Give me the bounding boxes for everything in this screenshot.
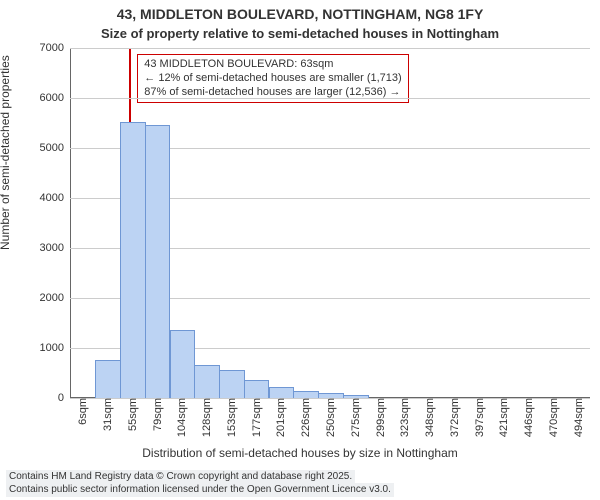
chart-title-line2: Size of property relative to semi-detach… xyxy=(0,26,600,41)
histogram-bar xyxy=(269,387,295,398)
y-tick-label: 7000 xyxy=(40,42,70,54)
x-tick-label: 6sqm xyxy=(75,398,89,425)
histogram-bar xyxy=(194,365,220,399)
x-tick-label: 226sqm xyxy=(298,398,312,437)
x-tick-label: 397sqm xyxy=(472,398,486,437)
x-tick-label: 104sqm xyxy=(174,398,188,437)
x-tick-label: 470sqm xyxy=(546,398,560,437)
x-tick-label: 299sqm xyxy=(373,398,387,437)
y-tick-label: 4000 xyxy=(40,192,70,204)
x-tick-label: 421sqm xyxy=(496,398,510,437)
x-tick-label: 31sqm xyxy=(100,398,114,431)
histogram-bar xyxy=(145,125,171,399)
x-tick-label: 494sqm xyxy=(571,398,585,437)
gridline xyxy=(70,48,590,49)
footer-line1: Contains HM Land Registry data © Crown c… xyxy=(6,470,355,484)
y-tick-label: 2000 xyxy=(40,292,70,304)
x-tick-label: 55sqm xyxy=(125,398,139,431)
x-tick-label: 348sqm xyxy=(422,398,436,437)
y-tick-label: 5000 xyxy=(40,142,70,154)
x-tick-label: 372sqm xyxy=(447,398,461,437)
y-tick-label: 6000 xyxy=(40,92,70,104)
chart-title-line1: 43, MIDDLETON BOULEVARD, NOTTINGHAM, NG8… xyxy=(0,6,600,22)
y-tick-label: 0 xyxy=(58,392,70,404)
x-tick-label: 323sqm xyxy=(397,398,411,437)
x-tick-label: 250sqm xyxy=(323,398,337,437)
x-tick-label: 153sqm xyxy=(224,398,238,437)
y-axis-label: Number of semi-detached properties xyxy=(0,55,12,250)
x-tick-label: 275sqm xyxy=(348,398,362,437)
x-tick-label: 79sqm xyxy=(150,398,164,431)
histogram-bar xyxy=(95,360,121,399)
annotation-line2: ← 12% of semi-detached houses are smalle… xyxy=(144,72,401,86)
gridline xyxy=(70,98,590,99)
footer-line2: Contains public sector information licen… xyxy=(6,483,394,497)
histogram-bar xyxy=(293,391,319,398)
chart-container: 43, MIDDLETON BOULEVARD, NOTTINGHAM, NG8… xyxy=(0,0,600,500)
y-tick-label: 1000 xyxy=(40,342,70,354)
histogram-bar xyxy=(219,370,245,399)
x-tick-label: 128sqm xyxy=(199,398,213,437)
x-tick-label: 446sqm xyxy=(521,398,535,437)
plot-area: 43 MIDDLETON BOULEVARD: 63sqm ← 12% of s… xyxy=(70,48,590,398)
histogram-bar xyxy=(120,122,146,398)
annotation-box: 43 MIDDLETON BOULEVARD: 63sqm ← 12% of s… xyxy=(137,54,408,103)
x-axis-label: Distribution of semi-detached houses by … xyxy=(0,446,600,460)
histogram-bar xyxy=(244,380,270,399)
annotation-line1: 43 MIDDLETON BOULEVARD: 63sqm xyxy=(144,58,401,72)
histogram-bar xyxy=(170,330,196,399)
y-tick-label: 3000 xyxy=(40,242,70,254)
x-tick-label: 177sqm xyxy=(249,398,263,437)
y-axis-line xyxy=(70,48,71,398)
x-tick-label: 201sqm xyxy=(273,398,287,437)
